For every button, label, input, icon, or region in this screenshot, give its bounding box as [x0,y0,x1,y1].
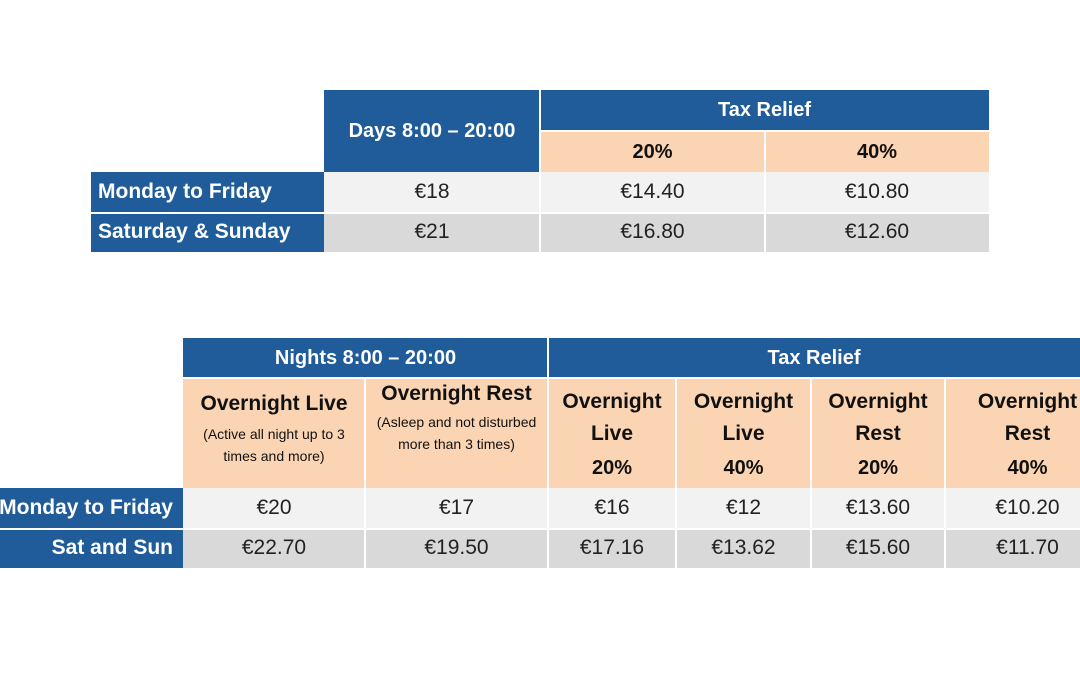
cell-value: €22.70 [241,536,307,560]
row-divider [0,528,1080,530]
relief-col-line2: Live [722,421,765,445]
relief-col-line1: Overnight [977,390,1078,413]
cell-value: €15.60 [845,536,911,560]
row-label-monday-to-friday: Monday to Friday [91,172,324,213]
table-cell: €16 [548,488,676,529]
table-cell: €13.62 [676,529,811,568]
overnight-rest-header: Overnight Rest (Asleep and not disturbed… [365,378,548,488]
table-cell: €12.60 [765,213,989,252]
relief-20-label: 20% [632,140,673,163]
row-label-text: Saturday & Sunday [98,220,291,244]
tax-relief-header: Tax Relief [548,338,1080,378]
cell-value: €21 [414,220,450,244]
row-label-text: Monday to Friday [98,180,272,204]
relief-col-pct: 40% [1007,457,1048,479]
cell-value: €11.70 [996,536,1059,560]
cell-value: €14.40 [620,180,685,204]
relief-col-rest-20: Overnight Rest 20% [811,378,945,488]
relief-col-line1: Overnight [693,390,794,413]
row-label-saturday-sunday: Saturday & Sunday [91,213,324,252]
row-divider [183,377,1080,379]
days-header-label: Days 8:00 – 20:00 [348,119,516,142]
relief-col-line1: Overnight [828,390,928,413]
relief-col-line1: Overnight [562,390,662,413]
cell-value: €16.80 [620,220,685,244]
overnight-live-header: Overnight Live (Active all night up to 3… [183,378,365,488]
relief-20-header: 20% [540,132,765,172]
nights-header-label: Nights 8:00 – 20:00 [274,346,457,369]
cell-value: €10.80 [844,180,910,204]
tax-relief-header-label: Tax Relief [718,98,811,121]
cell-value: €10.20 [995,496,1060,520]
cell-value: €13.60 [845,496,911,520]
table-cell: €22.70 [183,529,365,568]
table-cell: €18 [324,172,540,213]
table-cell: €17.16 [548,529,676,568]
relief-col-pct: 40% [723,457,764,479]
relief-40-header: 40% [765,132,989,172]
column-divider [675,378,677,568]
relief-col-line2: Rest [855,421,901,445]
relief-col-live-40: Overnight Live 40% [676,378,811,488]
cell-value: €12 [725,496,762,520]
column-divider [547,338,549,568]
cell-value: €16 [594,496,630,520]
table-cell: €15.60 [811,529,945,568]
table-cell: €12 [676,488,811,529]
row-label-text: Sat and Sun [51,536,173,560]
table-cell: €19.50 [365,529,548,568]
table-cell: €10.20 [945,488,1080,529]
tax-relief-header: Tax Relief [540,90,989,130]
table-cell: €17 [365,488,548,529]
overnight-rest-note: (Asleep and not disturbed more than 3 ti… [376,414,537,452]
table-cell: €21 [324,213,540,252]
nights-header: Nights 8:00 – 20:00 [183,338,548,378]
days-header: Days 8:00 – 20:00 [324,90,540,172]
relief-col-rest-40: Overnight Rest 40% [945,378,1080,488]
relief-col-pct: 20% [591,457,633,479]
relief-col-pct: 20% [857,457,899,479]
overnight-rest-label: Overnight Rest [381,382,532,405]
relief-col-line2: Rest [1004,421,1051,445]
table-cell: €13.60 [811,488,945,529]
relief-col-line2: Live [590,421,634,445]
cell-value: €19.50 [424,536,489,560]
row-divider [91,212,989,214]
row-label-monday-to-friday: Monday to Friday [0,488,183,529]
overnight-live-label: Overnight Live [200,392,348,415]
relief-40-label: 40% [856,140,898,163]
table-cell: €16.80 [540,213,765,252]
row-label-sat-and-sun: Sat and Sun [0,529,183,568]
table-cell: €14.40 [540,172,765,213]
column-divider [810,378,812,568]
table-cell: €11.70 [945,529,1080,568]
relief-col-live-20: Overnight Live 20% [548,378,676,488]
tax-relief-header-label: Tax Relief [767,346,861,369]
table-cell: €20 [183,488,365,529]
column-divider [539,90,541,252]
column-divider [764,130,766,252]
cell-value: €20 [256,496,292,520]
table-cell: €10.80 [765,172,989,213]
cell-value: €17.16 [579,536,645,560]
cell-value: €12.60 [844,220,910,244]
cell-value: €17 [438,496,475,520]
row-label-text: Monday to Friday [0,496,173,520]
column-divider [944,378,946,568]
column-divider [364,378,366,568]
row-divider [540,130,989,132]
overnight-live-note: (Active all night up to 3 times and more… [203,426,345,464]
cell-value: €18 [414,180,450,204]
cell-value: €13.62 [711,536,776,560]
